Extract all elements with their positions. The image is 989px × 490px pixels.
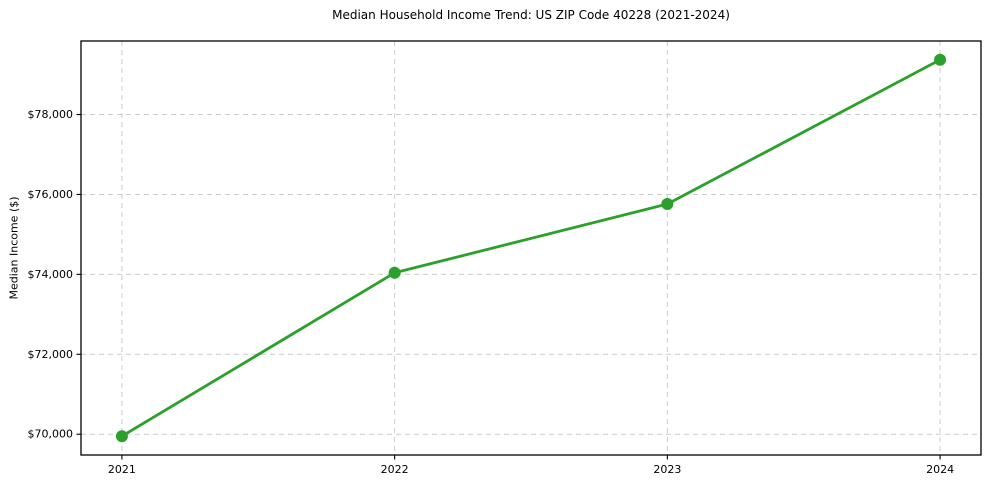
chart-title: Median Household Income Trend: US ZIP Co… (332, 8, 730, 22)
y-tick-label: $72,000 (28, 348, 74, 361)
y-tick-label: $74,000 (28, 268, 74, 281)
x-tick-label: 2022 (381, 463, 409, 476)
x-tick-label: 2021 (108, 463, 136, 476)
plot-border (80, 40, 982, 456)
x-tick-label: 2023 (653, 463, 681, 476)
y-tick-label: $78,000 (28, 108, 74, 121)
data-point-2021 (115, 430, 128, 443)
trend-line (120, 58, 942, 438)
x-tick-label: 2024 (926, 463, 954, 476)
data-point-2023 (661, 198, 674, 211)
data-point-2024 (934, 53, 947, 66)
y-tick-label: $76,000 (28, 188, 74, 201)
data-point-2022 (388, 266, 401, 279)
y-tick-label: $70,000 (28, 428, 74, 441)
